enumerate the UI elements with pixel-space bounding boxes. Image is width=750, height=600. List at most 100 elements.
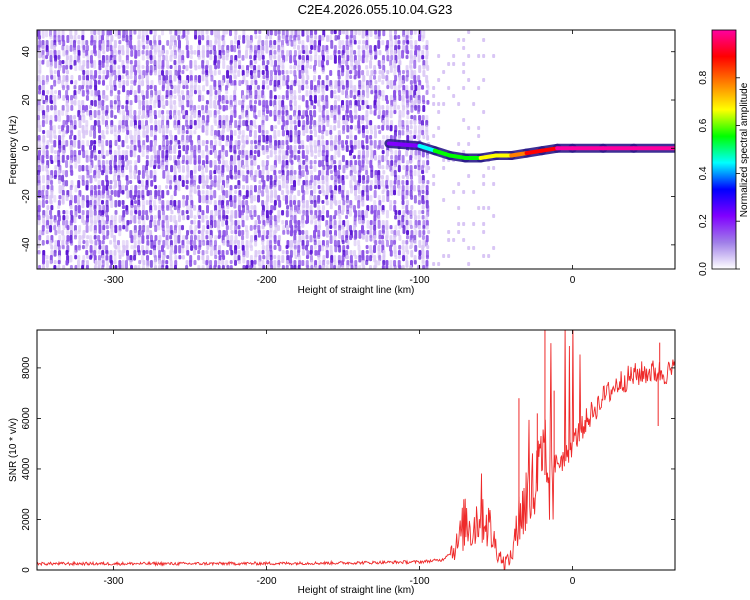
y-tick-label: 2000 (21, 508, 32, 531)
spectrogram-cell (378, 70, 382, 75)
spectrogram-cell (353, 35, 357, 41)
spectrogram-cell (338, 245, 342, 253)
spectrogram-cell (89, 225, 93, 232)
spectrogram-cell (452, 54, 456, 58)
spectrogram-cell (197, 250, 201, 255)
colorbar-label: Normalized spectral amplitude (739, 82, 750, 217)
spectrogram-cell (293, 120, 297, 125)
spectrogram-cell (178, 100, 182, 108)
spectrogram-cell (394, 175, 398, 181)
spectrogram-cell (186, 40, 190, 46)
spectrogram-cell (61, 245, 65, 250)
spectrogram-cell (289, 55, 293, 64)
spectrogram-cell (249, 130, 253, 137)
signal-trace-segment (448, 153, 468, 160)
spectrogram-cell (98, 60, 102, 67)
spectrogram-cell (366, 90, 370, 99)
spectrogram-cell (309, 55, 313, 62)
spectrogram-cell (122, 80, 126, 86)
spectrogram-cell (322, 190, 326, 197)
spectrogram-cell (78, 60, 82, 65)
spectrogram-cell (321, 130, 325, 135)
spectrogram-cell (105, 180, 109, 187)
spectrogram-cell (229, 30, 233, 37)
spectrogram-cell (309, 115, 313, 121)
spectrogram-cell (345, 255, 349, 260)
spectrogram-cell (254, 60, 258, 65)
spectrogram-cell (373, 220, 377, 227)
spectrogram-cell (238, 200, 242, 207)
spectrogram-cell (146, 265, 150, 269)
spectrogram-cell (277, 235, 281, 242)
spectrogram-cell (261, 60, 265, 66)
spectrogram-cell (193, 230, 197, 236)
spectrogram-cell (425, 260, 429, 267)
spectrogram-cell (394, 255, 398, 260)
spectrogram-cell (130, 140, 134, 145)
spectrogram-cell (261, 55, 265, 60)
spectrogram-cell (369, 180, 373, 186)
spectrogram-cell (377, 245, 381, 252)
spectrogram-cell (357, 130, 361, 135)
spectrogram-cell (109, 165, 113, 171)
spectrogram-cell (297, 140, 301, 145)
spectrogram-cell (222, 240, 226, 246)
spectrogram-cell (141, 185, 145, 192)
spectrogram-cell (492, 246, 496, 250)
spectrogram-cell (318, 170, 322, 176)
spectrogram-cell (277, 265, 281, 269)
spectrogram-cell (142, 165, 146, 171)
spectrogram-cell (357, 65, 361, 71)
spectrogram-cell (105, 225, 109, 230)
spectrogram-cell (146, 255, 150, 261)
spectrogram-cell (161, 125, 165, 131)
spectrogram-cell (353, 40, 357, 45)
spectrogram-cell (169, 65, 173, 70)
spectrogram-cell (333, 90, 337, 95)
spectrogram-cell (49, 225, 53, 233)
spectrogram-cell (349, 185, 353, 194)
spectrogram-cell (390, 55, 394, 61)
spectrogram-cell (369, 145, 373, 151)
spectrogram-cell (329, 140, 333, 147)
spectrogram-cell (118, 110, 122, 115)
spectrogram-cell (353, 145, 357, 150)
spectrogram-cell (109, 185, 113, 190)
spectrogram-cell (197, 235, 201, 242)
spectrogram-cell (381, 265, 385, 269)
spectrogram-cell (472, 222, 476, 226)
spectrogram-cell (209, 195, 213, 201)
spectrogram-cell (169, 215, 173, 223)
spectrogram-cell (405, 260, 409, 268)
spectrogram-cell (242, 265, 246, 269)
spectrogram-cell (369, 195, 373, 202)
spectrogram-cell (306, 150, 310, 155)
spectrogram-cell (274, 140, 278, 147)
spectrogram-cell (309, 120, 313, 126)
spectrogram-cell (125, 260, 129, 269)
spectrogram-cell (53, 105, 57, 111)
spectrogram-cell (330, 145, 334, 152)
spectrogram-cell (333, 265, 337, 269)
spectrogram-cell (422, 100, 426, 105)
spectrogram-cell (325, 250, 329, 259)
spectrogram-cell (153, 175, 157, 183)
spectrogram-cell (385, 185, 389, 190)
spectrogram-cell (129, 120, 133, 127)
spectrogram-cell (293, 60, 297, 66)
spectrogram-cell (69, 65, 73, 70)
spectrogram-cell (209, 55, 213, 61)
spectrogram-cell (250, 145, 254, 152)
spectrogram-cell (193, 90, 197, 95)
spectrogram-cell (169, 265, 173, 269)
spectrogram-cell (269, 185, 273, 190)
spectrogram-cell (373, 130, 377, 139)
spectrogram-cell (262, 75, 266, 80)
spectrogram-cell (233, 160, 237, 165)
spectrogram-cell (69, 225, 73, 231)
spectrogram-cell (385, 75, 389, 82)
spectrogram-cell (410, 45, 414, 50)
spectrogram-cell (385, 125, 389, 131)
spectrogram-cell (341, 40, 345, 46)
spectrogram-cell (62, 220, 66, 226)
